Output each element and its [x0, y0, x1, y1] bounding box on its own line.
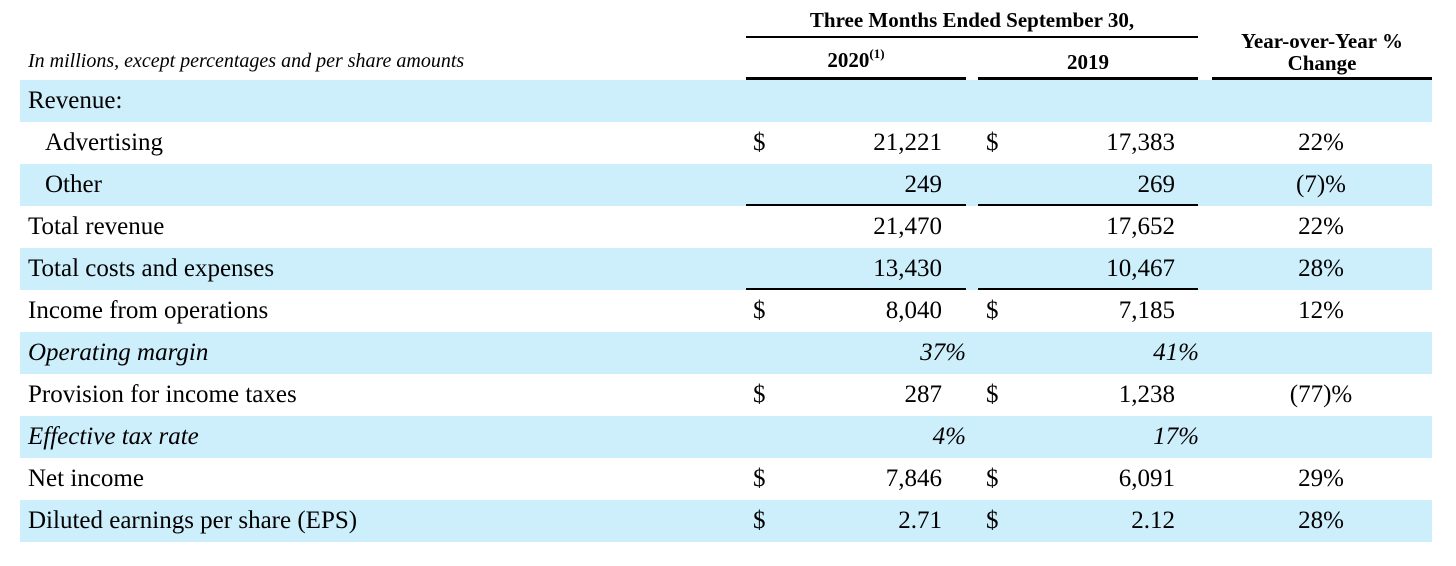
- yoy-change: 28%: [1298, 255, 1344, 282]
- value-2019: 10,467: [1106, 255, 1175, 282]
- change-header: Year-over-Year % Change: [1212, 30, 1432, 74]
- value-2019: 6,091: [1118, 465, 1175, 492]
- value-2019: 17%: [1153, 423, 1199, 450]
- row-label: Revenue:: [28, 87, 123, 114]
- yoy-change: 29%: [1298, 465, 1344, 492]
- row-label: Diluted earnings per share (EPS): [28, 507, 358, 534]
- row-label: Operating margin: [28, 339, 209, 366]
- subtotal-rule-2019: [978, 204, 1198, 206]
- row-label: Provision for income taxes: [28, 381, 297, 408]
- currency-symbol-2020: $: [753, 381, 766, 408]
- value-2020: 4%: [932, 423, 966, 450]
- table-row-provision-income-taxes: Provision for income taxes $ 287 $ 1,238…: [20, 374, 1432, 416]
- currency-symbol-2020: $: [753, 507, 766, 534]
- currency-symbol-2020: $: [753, 465, 766, 492]
- currency-symbol-2020: $: [753, 297, 766, 324]
- yoy-change: 12%: [1298, 297, 1344, 324]
- value-2019: 17,383: [1106, 129, 1175, 156]
- column-header-2020-footnote: (1): [869, 46, 885, 61]
- total-rule-2019: [978, 288, 1198, 290]
- table-row-diluted-eps: Diluted earnings per share (EPS) $ 2.71 …: [20, 500, 1432, 542]
- value-2020: 37%: [920, 339, 966, 366]
- yoy-change: (77)%: [1289, 381, 1353, 408]
- yoy-change: 28%: [1298, 507, 1344, 534]
- row-label: Other: [45, 171, 102, 198]
- header-rule-2020: [746, 77, 966, 80]
- value-2020: 287: [904, 381, 943, 408]
- currency-symbol-2019: $: [986, 381, 999, 408]
- table-row-total-revenue: Total revenue 21,470 17,652 22%: [20, 206, 1432, 248]
- value-2020: 8,040: [885, 297, 942, 324]
- table-row-income-from-operations: Income from operations $ 8,040 $ 7,185 1…: [20, 290, 1432, 332]
- row-label: Total revenue: [28, 213, 165, 240]
- value-2020: 13,430: [873, 255, 942, 282]
- value-2019: 17,652: [1106, 213, 1175, 240]
- currency-symbol-2019: $: [986, 507, 999, 534]
- change-header-line1: Year-over-Year %: [1241, 29, 1403, 53]
- table-row-net-income: Net income $ 7,846 $ 6,091 29%: [20, 458, 1432, 500]
- yoy-change: (7)%: [1296, 171, 1346, 198]
- table-row-advertising: Advertising $ 21,221 $ 17,383 22%: [20, 122, 1432, 164]
- value-2019: 7,185: [1118, 297, 1175, 324]
- change-header-line2: Change: [1287, 51, 1357, 75]
- period-header-rule: [746, 36, 1198, 38]
- table-row-total-costs: Total costs and expenses 13,430 10,467 2…: [20, 248, 1432, 290]
- value-2020: 2.71: [898, 507, 942, 534]
- column-header-2020: 2020(1): [746, 46, 966, 73]
- row-label: Total costs and expenses: [28, 255, 275, 282]
- value-2019: 41%: [1153, 339, 1199, 366]
- units-note: In millions, except percentages and per …: [28, 50, 465, 72]
- value-2019: 269: [1137, 171, 1176, 198]
- row-label: Net income: [28, 465, 144, 492]
- yoy-change: 22%: [1298, 129, 1344, 156]
- currency-symbol-2019: $: [986, 465, 999, 492]
- value-2019: 1,238: [1118, 381, 1175, 408]
- row-label: Effective tax rate: [28, 423, 199, 450]
- header-rule-change: [1212, 77, 1432, 80]
- table-row-revenue-heading: Revenue:: [20, 80, 1432, 122]
- yoy-change: 22%: [1298, 213, 1344, 240]
- table-row-other: Other 249 269 (7)%: [20, 164, 1432, 206]
- currency-symbol-2019: $: [986, 297, 999, 324]
- subtotal-rule-2020: [746, 204, 966, 206]
- table-row-operating-margin: Operating margin 37% 41%: [20, 332, 1432, 374]
- row-label: Advertising: [45, 129, 164, 156]
- value-2020: 21,221: [873, 129, 942, 156]
- total-rule-2020: [746, 288, 966, 290]
- currency-symbol-2019: $: [986, 129, 999, 156]
- period-header: Three Months Ended September 30,: [809, 8, 1135, 32]
- value-2020: 249: [904, 171, 943, 198]
- header-rule-2019: [978, 77, 1198, 80]
- table-row-effective-tax-rate: Effective tax rate 4% 17%: [20, 416, 1432, 458]
- value-2020: 21,470: [873, 213, 942, 240]
- row-label: Income from operations: [28, 297, 269, 324]
- column-header-2020-label: 2020: [827, 48, 870, 72]
- value-2019: 2.12: [1131, 507, 1175, 534]
- currency-symbol-2020: $: [753, 129, 766, 156]
- column-header-2019: 2019: [1067, 50, 1109, 74]
- value-2020: 7,846: [885, 465, 942, 492]
